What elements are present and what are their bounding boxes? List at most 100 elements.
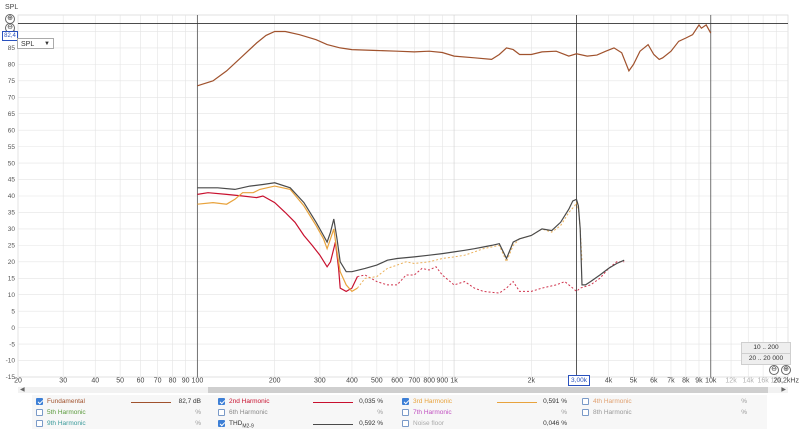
measurement-dropdown[interactable]: SPL ▼: [17, 38, 54, 49]
legend-checkbox-thd[interactable]: [218, 420, 225, 427]
legend-checkbox-h9[interactable]: [36, 420, 43, 427]
legend-checkbox-h5[interactable]: [36, 409, 43, 416]
legend-item-h9[interactable]: 9th Harmonic%: [36, 419, 216, 429]
y-tick-label: 20: [8, 259, 16, 266]
y-tick-label: -10: [6, 358, 16, 365]
legend-checkbox-h4[interactable]: [582, 398, 589, 405]
x-tick-label: 5k: [630, 378, 638, 385]
legend-value: %: [741, 398, 747, 405]
legend-item-fundamental[interactable]: Fundamental 82,7 dB: [36, 397, 216, 407]
legend-value: 0,046 %: [543, 420, 567, 427]
legend-label: 4th Harmonic: [593, 398, 632, 405]
x-tick-label: 20,2kHz: [773, 378, 799, 385]
legend-label: 7th Harmonic: [413, 409, 452, 416]
x-zoom-in-icon[interactable]: ⊕: [781, 365, 791, 375]
x-tick-label: 400: [346, 378, 358, 385]
legend-item-h6[interactable]: 6th Harmonic%: [218, 408, 398, 418]
x-tick-label: 20: [14, 378, 22, 385]
legend-checkbox-noise[interactable]: [402, 420, 409, 427]
y-tick-label: 75: [8, 78, 16, 85]
legend-label: THDM2-9: [229, 420, 254, 430]
x-tick-label: 4k: [605, 378, 613, 385]
legend-value: %: [377, 409, 383, 416]
x-tick-label: 30: [59, 378, 67, 385]
y-tick-label: 5: [11, 308, 15, 315]
x-tick-label: 1k: [450, 378, 458, 385]
legend-value: %: [561, 409, 567, 416]
x-tick-label: 200: [269, 378, 281, 385]
x-tick-label: 18k: [771, 378, 783, 385]
legend-checkbox-fundamental[interactable]: [36, 398, 43, 405]
cursor-x-readout: 3,00k: [568, 375, 590, 386]
x-tick-label: 14k: [743, 378, 755, 385]
x-scrollbar[interactable]: ◀ ▶: [18, 387, 788, 393]
series-line-fundamental: [197, 23, 712, 87]
x-zoom-out-icon[interactable]: ⊖: [769, 365, 779, 375]
x-tick-label: 900: [436, 378, 448, 385]
y-axis-title: SPL: [5, 4, 19, 11]
legend-item-h3[interactable]: 3rd Harmonic 0,591 %: [402, 397, 582, 407]
series-line-h3-dashed: [357, 201, 583, 289]
y-tick-label: 70: [8, 94, 16, 101]
legend-value: %: [195, 420, 201, 427]
y-tick-label: 50: [8, 160, 16, 167]
y-tick-label: 30: [8, 226, 16, 233]
y-tick-label: -15: [6, 374, 16, 381]
legend-label: Noise floor: [413, 420, 445, 427]
legend-item-h5[interactable]: 5th Harmonic%: [36, 408, 216, 418]
series-line-h3: [197, 185, 358, 293]
x-scrollbar-thumb[interactable]: [208, 387, 768, 393]
legend-swatch: [313, 424, 353, 425]
x-tick-label: 10k: [705, 378, 717, 385]
x-tick-label: 100: [192, 378, 204, 385]
x-tick-label: 700: [408, 378, 420, 385]
y-tick-label: 60: [8, 127, 16, 134]
legend-swatch: [131, 402, 171, 403]
legend-value: 0,592 %: [359, 420, 383, 427]
y-tick-label: -5: [9, 341, 15, 348]
legend-label: 3rd Harmonic: [413, 398, 453, 405]
scroll-right-icon[interactable]: ▶: [781, 387, 786, 393]
x-tick-label: 50: [116, 378, 124, 385]
x-tick-label: 300: [314, 378, 326, 385]
legend-item-thd[interactable]: THDM2-9 0,592 %: [218, 419, 398, 429]
legend-label: 5th Harmonic: [47, 409, 86, 416]
x-tick-label: 7k: [667, 378, 675, 385]
legend-value: 0,035 %: [359, 398, 383, 405]
x-tick-label: 600: [391, 378, 403, 385]
y-tick-label: 10: [8, 292, 16, 299]
x-tick-label: 2k: [528, 378, 536, 385]
y-tick-label: 35: [8, 210, 16, 217]
legend-checkbox-h3[interactable]: [402, 398, 409, 405]
legend-value: 82,7 dB: [178, 398, 201, 405]
x-tick-label: 500: [371, 378, 383, 385]
legend-checkbox-h7[interactable]: [402, 409, 409, 416]
y-tick-label: 0: [11, 325, 15, 332]
range-20-20000-button[interactable]: 20 .. 20 000: [741, 353, 791, 365]
legend-value: %: [195, 409, 201, 416]
legend-label: 8th Harmonic: [593, 409, 632, 416]
x-tick-label: 6k: [650, 378, 658, 385]
legend-item-noise[interactable]: Noise floor 0,046 %: [402, 419, 582, 429]
legend-label: Fundamental: [47, 398, 85, 405]
legend-checkbox-h2[interactable]: [218, 398, 225, 405]
x-tick-label: 8k: [682, 378, 690, 385]
legend-item-h4[interactable]: 4th Harmonic%: [582, 397, 762, 407]
legend-item-h2[interactable]: 2nd Harmonic 0,035 %: [218, 397, 398, 407]
legend-value: 0,591 %: [543, 398, 567, 405]
legend-swatch: [313, 402, 353, 403]
scroll-left-icon[interactable]: ◀: [20, 387, 25, 393]
legend-checkbox-h6[interactable]: [218, 409, 225, 416]
y-tick-label: 65: [8, 111, 16, 118]
measurement-dropdown-value: SPL: [21, 41, 35, 48]
legend-value: %: [741, 409, 747, 416]
legend-checkbox-h8[interactable]: [582, 409, 589, 416]
legend-swatch: [497, 402, 537, 403]
legend-item-h7[interactable]: 7th Harmonic%: [402, 408, 582, 418]
x-tick-label: 40: [91, 378, 99, 385]
legend-panel: Fundamental 82,7 dB 2nd Harmonic 0,035 % 3rd…: [32, 395, 767, 429]
legend-label: 9th Harmonic: [47, 420, 86, 427]
x-tick-label: 12k: [725, 378, 737, 385]
legend-item-h8[interactable]: 8th Harmonic%: [582, 408, 762, 418]
